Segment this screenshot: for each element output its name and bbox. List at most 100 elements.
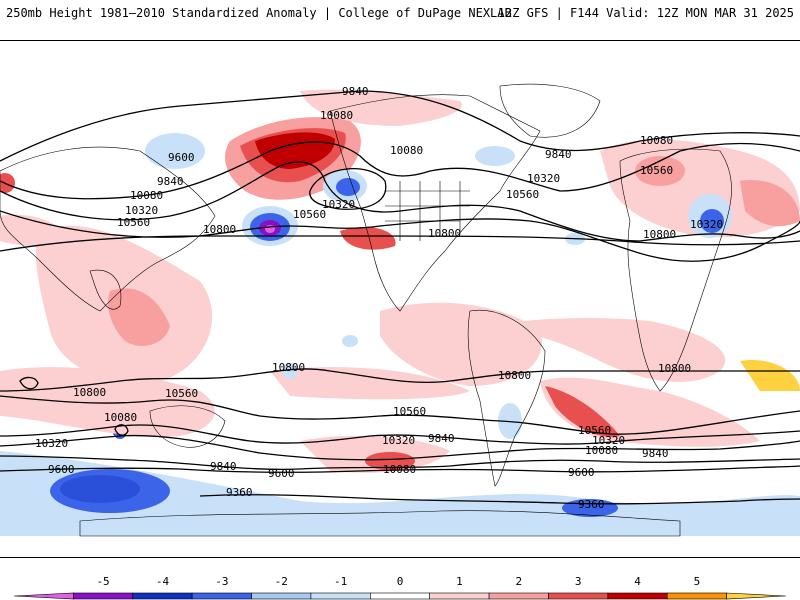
anomaly-area <box>342 335 358 347</box>
europe-africa-coast <box>619 148 732 392</box>
colorbar-swatch <box>13 592 74 600</box>
contour-label: 9600 <box>268 467 295 480</box>
australia-coast <box>149 405 226 448</box>
colorbar-swatch <box>666 592 727 600</box>
contour-label: 10080 <box>383 463 416 476</box>
anomaly-area <box>700 209 724 233</box>
contour-label: 10560 <box>165 387 198 400</box>
contour-label: 9840 <box>642 447 669 460</box>
anomaly-area <box>340 226 396 250</box>
contour-label: 9840 <box>545 148 572 161</box>
contour-label: 10800 <box>203 223 236 236</box>
contour-10560-south <box>0 395 800 435</box>
colorbar-swatch <box>607 592 668 600</box>
anomaly-area <box>498 403 522 439</box>
anomaly-area <box>475 146 515 166</box>
contour-label: 10800 <box>498 369 531 382</box>
contour-9840-south <box>0 455 800 470</box>
colorbar: -5 -4 -3 -2 -1 0 1 2 3 4 5 <box>0 560 800 600</box>
colorbar-swatch <box>73 592 134 600</box>
contour-label: 10800 <box>658 362 691 375</box>
anomaly-map: 9840 10080 9600 9840 10080 10320 10560 1… <box>0 83 800 537</box>
anomaly-area <box>282 363 298 379</box>
anomaly-area <box>740 360 800 391</box>
contour-labels: 9840 10080 9600 9840 10080 10320 10560 1… <box>35 85 723 511</box>
model-run-info: 12Z GFS | F144 Valid: 12Z MON MAR 31 202… <box>497 6 794 20</box>
colorbar-tick-label: 5 <box>694 575 701 588</box>
contour-label: 10560 <box>640 164 673 177</box>
contour-label: 10560 <box>506 188 539 201</box>
colorbar-swatch <box>488 592 549 600</box>
anomaly-area <box>220 501 500 536</box>
contour-label: 9840 <box>428 432 455 445</box>
contour-label: 9840 <box>342 85 369 98</box>
contour-9840-north <box>0 90 800 162</box>
contour-label: 10320 <box>125 204 158 217</box>
coastlines <box>0 83 732 537</box>
contour-10320-south <box>0 424 800 445</box>
colorbar-tick-label: -4 <box>156 575 170 588</box>
contour-label: 10080 <box>585 444 618 457</box>
colorbar-tick-label: -3 <box>215 575 228 588</box>
height-contours <box>0 90 800 505</box>
colorbar-tick-label: -2 <box>275 575 288 588</box>
contour-label: 9840 <box>157 175 184 188</box>
contour-label: 10560 <box>578 424 611 437</box>
contour-label: 10560 <box>293 208 326 221</box>
contour-label: 10560 <box>117 216 150 229</box>
contour-label: 10320 <box>592 434 625 447</box>
contour-label: 10080 <box>320 109 353 122</box>
colorbar-tick-label: 0 <box>397 575 404 588</box>
anomaly-area <box>0 214 70 247</box>
colorbar-tick-label: 3 <box>575 575 582 588</box>
greenland-coast <box>499 83 601 138</box>
anomaly-area <box>50 469 170 513</box>
colorbar-tick-label: 2 <box>515 575 522 588</box>
south-america-coast <box>467 309 546 487</box>
anomaly-area <box>365 452 415 470</box>
contour-label: 10800 <box>643 228 676 241</box>
contour-label: 9600 <box>48 463 75 476</box>
contour-label: 10080 <box>130 189 163 202</box>
anomaly-shading <box>0 89 800 536</box>
contour-small-low-1 <box>19 376 39 390</box>
map-panel: 9840 10080 9600 9840 10080 10320 10560 1… <box>0 40 800 558</box>
colorbar-swatch <box>310 592 371 600</box>
colorbar-svg: -5 -4 -3 -2 -1 0 1 2 3 4 5 <box>13 575 787 600</box>
contour-10080-south <box>0 434 800 461</box>
colorbar-tick-label: -1 <box>334 575 347 588</box>
anomaly-area <box>60 475 140 503</box>
antarctica-coast <box>79 510 681 537</box>
colorbar-swatch <box>191 592 252 600</box>
contour-label: 9840 <box>210 460 237 473</box>
contour-10080-north <box>0 141 800 200</box>
north-america-coast <box>329 94 541 312</box>
colorbar-ticks: -5 -4 -3 -2 -1 0 1 2 3 4 5 <box>96 575 700 588</box>
contour-label: 10800 <box>428 227 461 240</box>
colorbar-tick-label: -5 <box>96 575 109 588</box>
colorbar-swatch <box>726 592 787 600</box>
contour-small-low-2 <box>114 424 129 436</box>
colorbar-tick-label: 1 <box>456 575 463 588</box>
contour-closed-low <box>309 168 387 210</box>
anomaly-area <box>545 386 620 437</box>
colorbar-swatch <box>370 592 430 600</box>
contour-label: 10320 <box>35 437 68 450</box>
colorbar-swatch <box>251 592 312 600</box>
anomaly-area <box>108 288 170 346</box>
contour-label: 10080 <box>104 411 137 424</box>
anomaly-area <box>635 156 685 186</box>
contour-9600-south <box>0 465 800 473</box>
anomaly-area <box>470 318 726 382</box>
contour-label: 10080 <box>390 144 423 157</box>
contour-10800-south <box>0 368 800 392</box>
contour-label: 10560 <box>393 405 426 418</box>
contour-10800-north <box>0 235 800 252</box>
colorbar-swatches <box>13 592 787 600</box>
header: 250mb Height 1981–2010 Standardized Anom… <box>0 0 800 40</box>
contour-label: 10800 <box>272 361 305 374</box>
contour-label: 10320 <box>322 198 355 211</box>
anomaly-area <box>740 180 800 227</box>
contour-10320-north <box>0 161 800 242</box>
contour-label: 9600 <box>568 466 595 479</box>
